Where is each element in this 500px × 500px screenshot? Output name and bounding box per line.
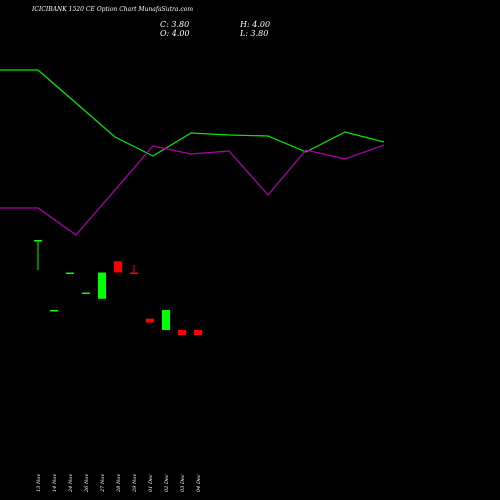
x-tick-label: 26 Nov	[84, 474, 90, 493]
candle-body	[114, 261, 122, 273]
x-tick-label: 24 Nov	[68, 474, 74, 493]
x-tick-label: 29 Nov	[132, 474, 138, 493]
candle-body	[82, 292, 90, 294]
x-tick-label: 02 Dec	[164, 474, 170, 492]
x-tick-label: 03 Dec	[180, 474, 186, 492]
x-tick-label: 28 Nov	[116, 474, 122, 493]
x-tick-label: 27 Nov	[100, 474, 106, 493]
x-tick-label: 04 Dec	[196, 474, 202, 492]
candle-body	[34, 240, 42, 242]
candle-body	[98, 272, 106, 299]
overlay-line-2	[0, 144, 385, 236]
candle-body	[178, 330, 186, 335]
candle-body	[50, 310, 58, 312]
candle-body	[130, 272, 138, 274]
x-tick-label: 14 Nov	[52, 474, 58, 492]
low-value: L: 3.80	[240, 29, 269, 38]
candle-body	[194, 330, 202, 335]
x-tick-label: 13 Nov	[36, 474, 42, 492]
overlay-line-1	[0, 69, 385, 157]
x-tick-label: 01 Dec	[148, 474, 154, 492]
open-value: O: 4.00	[160, 29, 190, 38]
chart-title: ICICIBANK 1520 CE Option Chart MunafaSut…	[32, 6, 194, 13]
close-value: C: 3.80	[160, 20, 190, 29]
candle-body	[146, 318, 154, 323]
candle-body	[66, 272, 74, 274]
candle-body	[162, 310, 170, 330]
high-value: H: 4.00	[240, 20, 271, 29]
